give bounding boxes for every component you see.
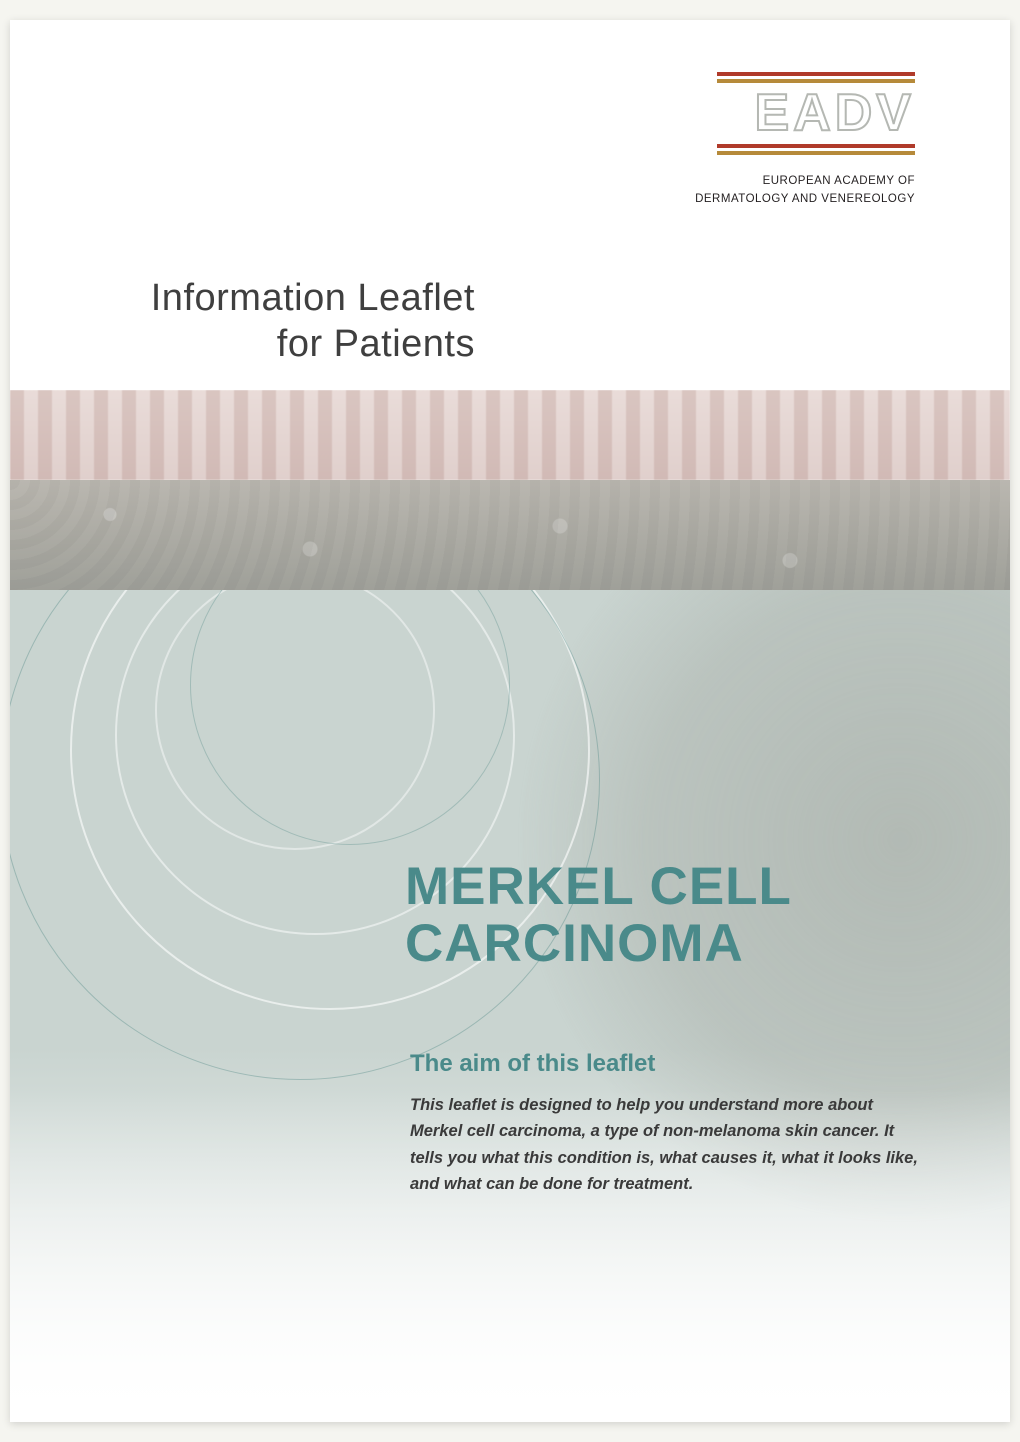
panel-fade bbox=[10, 590, 1010, 1422]
logo-bars-bottom bbox=[695, 144, 915, 155]
header-line2: for Patients bbox=[125, 322, 475, 368]
header-text: Information Leaflet for Patients bbox=[125, 276, 475, 367]
header-line1: Information Leaflet bbox=[125, 276, 475, 322]
logo-subtitle-line2: DERMATOLOGY AND VENEREOLOGY bbox=[695, 191, 915, 208]
section-body: This leaflet is designed to help you und… bbox=[410, 1092, 918, 1198]
logo-title: EADV bbox=[717, 89, 915, 138]
logo-bar-red bbox=[717, 72, 915, 76]
logo-subtitle-line1: EUROPEAN ACADEMY OF bbox=[695, 173, 915, 190]
document-title: MERKEL CELL CARCINOMA bbox=[405, 858, 792, 972]
logo-bars bbox=[695, 72, 915, 83]
logo-bar-gold-bottom bbox=[717, 151, 915, 155]
band-upper bbox=[10, 390, 1010, 480]
band-lower bbox=[10, 480, 1010, 595]
logo-block: EADV EUROPEAN ACADEMY OF DERMATOLOGY AND… bbox=[695, 72, 915, 208]
section-heading: The aim of this leaflet bbox=[410, 1050, 655, 1078]
title-line2: CARCINOMA bbox=[405, 915, 792, 972]
lower-panel bbox=[10, 590, 1010, 1422]
texture-band bbox=[10, 390, 1010, 595]
title-line1: MERKEL CELL bbox=[405, 858, 792, 915]
logo-subtitle: EUROPEAN ACADEMY OF DERMATOLOGY AND VENE… bbox=[695, 173, 915, 208]
logo-bar-red-bottom bbox=[717, 144, 915, 148]
logo-bar-gold bbox=[717, 79, 915, 83]
